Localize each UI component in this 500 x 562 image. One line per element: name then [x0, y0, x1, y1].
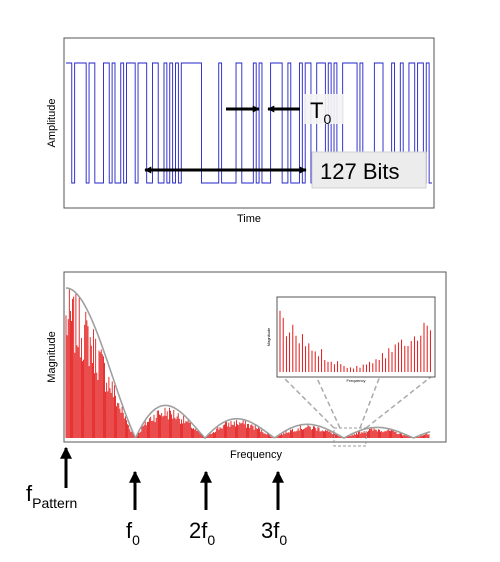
period-label-box [304, 94, 344, 124]
amplitude-axis-label: Amplitude [46, 99, 58, 148]
marker-label-3f0: 3f0 [261, 518, 287, 548]
inset-spectrum-lines [279, 310, 431, 372]
bit-length-label-box [311, 151, 427, 189]
period-label: T0 [310, 98, 331, 127]
marker-label-2f0: 2f0 [189, 518, 215, 548]
inset-frame [276, 296, 436, 378]
spectrum-lines [65, 289, 430, 438]
time-axis-label: Time [237, 213, 261, 225]
inset-ylabel: Magnitude [266, 327, 271, 346]
marker-label-fpattern: fPattern [26, 481, 77, 511]
zoom-connector [315, 375, 341, 429]
magnitude-axis-label: Magnitude [46, 331, 58, 382]
sinc-envelope [65, 287, 431, 440]
harmonic-markers: fPattern f0 2f0 3f0 [26, 446, 287, 548]
prbs-waveform [66, 62, 432, 184]
time-domain-panel: T0 127 Bits Amplitude Time [46, 37, 435, 225]
zoom-connector [359, 375, 381, 429]
zoom-inset: Magnitude Frequency [266, 296, 436, 383]
zoom-connector [365, 375, 433, 429]
inset-xlabel: Frequency [347, 378, 366, 383]
zoom-region [333, 427, 367, 447]
frequency-axis-label: Frequency [230, 449, 282, 461]
bit-length-label: 127 Bits [320, 159, 400, 184]
prbs-trace [66, 62, 432, 184]
zoom-connector [281, 375, 335, 429]
marker-label-f0: f0 [126, 518, 140, 548]
frequency-domain-panel: Magnitude Frequency Magnitude Frequency [46, 271, 447, 461]
